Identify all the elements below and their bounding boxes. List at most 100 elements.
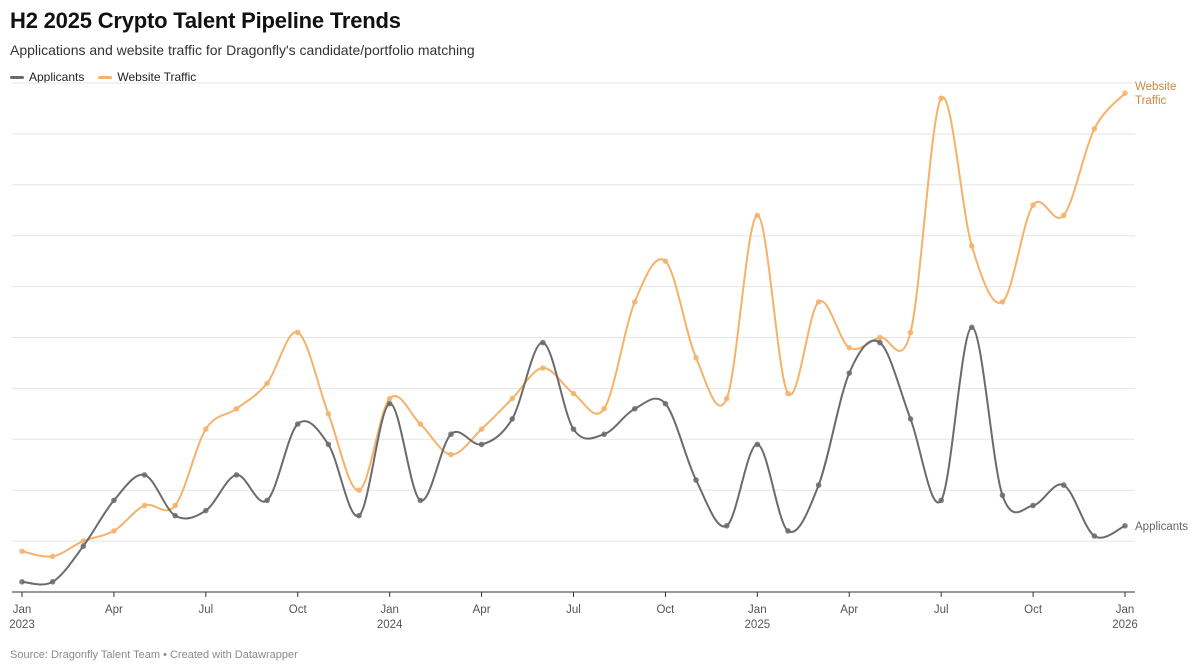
data-point-applicants: [417, 497, 424, 504]
data-point-website-traffic: [1030, 202, 1036, 208]
series-end-label-website-traffic: Traffic: [1135, 95, 1167, 107]
data-point-website-traffic: [938, 95, 944, 102]
x-tick-year-label: 2024: [377, 619, 403, 631]
data-point-applicants: [846, 370, 853, 376]
legend-item-website-traffic: Website Traffic: [98, 70, 196, 84]
x-tick-label: Apr: [473, 604, 491, 616]
data-point-website-traffic: [877, 334, 883, 341]
data-point-applicants: [631, 405, 638, 412]
series-line-applicants: [21, 326, 1126, 586]
x-tick-label: Jan: [380, 604, 399, 616]
data-point-website-traffic: [417, 421, 424, 427]
data-point-applicants: [877, 339, 883, 346]
data-point-website-traffic: [356, 487, 362, 494]
data-point-website-traffic: [325, 411, 332, 417]
data-point-applicants: [49, 579, 56, 585]
data-point-applicants: [907, 416, 914, 422]
x-tick-label: Oct: [289, 604, 308, 616]
x-tick-label: Apr: [105, 604, 123, 616]
data-point-website-traffic: [1091, 126, 1098, 132]
data-point-applicants: [785, 528, 791, 534]
data-point-website-traffic: [478, 426, 485, 432]
data-point-applicants: [509, 416, 516, 422]
data-point-website-traffic: [693, 355, 699, 361]
data-point-website-traffic: [754, 212, 761, 219]
data-point-applicants: [601, 431, 607, 438]
data-point-applicants: [203, 507, 209, 514]
data-point-applicants: [723, 523, 730, 529]
data-point-website-traffic: [815, 299, 822, 305]
data-point-website-traffic: [631, 299, 638, 305]
data-point-website-traffic: [662, 258, 669, 264]
x-tick-label: Jul: [198, 604, 213, 616]
data-point-applicants: [325, 441, 332, 448]
data-point-website-traffic: [570, 390, 577, 397]
data-point-website-traffic: [1060, 212, 1067, 219]
data-point-website-traffic: [141, 502, 148, 509]
data-point-applicants: [356, 512, 362, 519]
x-tick-label: Oct: [656, 604, 675, 616]
data-point-applicants: [478, 441, 485, 448]
data-point-applicants: [448, 431, 454, 438]
x-tick-label: Jul: [566, 604, 581, 616]
data-point-applicants: [111, 497, 117, 504]
data-point-website-traffic: [723, 395, 730, 402]
data-point-applicants: [754, 441, 761, 448]
data-point-applicants: [540, 339, 546, 346]
data-point-website-traffic: [19, 548, 25, 555]
data-point-applicants: [815, 482, 822, 488]
data-point-applicants: [233, 472, 240, 478]
x-tick-label: Oct: [1024, 604, 1043, 616]
data-point-website-traffic: [540, 365, 546, 371]
data-point-website-traffic: [386, 395, 393, 402]
legend-label-applicants: Applicants: [29, 70, 85, 84]
chart-subtitle: Applications and website traffic for Dra…: [10, 42, 475, 58]
data-point-website-traffic: [509, 395, 516, 402]
series-end-label-website-traffic: Website: [1135, 81, 1176, 93]
chart-title: H2 2025 Crypto Talent Pipeline Trends: [10, 8, 401, 33]
x-tick-label: Jan: [13, 604, 32, 616]
data-point-applicants: [386, 400, 393, 407]
data-point-website-traffic: [785, 390, 791, 397]
data-point-applicants: [172, 512, 178, 519]
data-point-website-traffic: [233, 405, 240, 412]
data-point-applicants: [570, 426, 577, 432]
data-point-applicants: [294, 421, 301, 427]
series-line-website-traffic: [21, 92, 1126, 558]
legend-item-applicants: Applicants: [10, 70, 84, 84]
data-point-applicants: [938, 497, 944, 504]
data-point-applicants: [1122, 523, 1128, 529]
data-point-applicants: [999, 492, 1006, 499]
legend-swatch-website-traffic: [98, 75, 113, 79]
data-point-website-traffic: [601, 405, 607, 412]
data-point-applicants: [141, 472, 148, 478]
data-point-website-traffic: [1122, 90, 1128, 96]
data-point-website-traffic: [448, 451, 454, 458]
x-tick-year-label: 2025: [745, 619, 771, 631]
data-point-website-traffic: [999, 299, 1006, 305]
x-tick-label: Jan: [748, 604, 767, 616]
data-point-website-traffic: [907, 329, 914, 336]
data-point-applicants: [969, 324, 975, 331]
data-point-website-traffic: [172, 502, 178, 509]
data-point-applicants: [80, 543, 87, 549]
x-tick-label: Apr: [840, 604, 858, 616]
data-point-applicants: [1091, 533, 1098, 539]
data-point-applicants: [264, 497, 270, 504]
x-tick-label: Jul: [934, 604, 949, 616]
data-point-website-traffic: [846, 344, 853, 351]
data-point-applicants: [19, 579, 25, 585]
data-point-website-traffic: [264, 380, 270, 387]
legend-label-website-traffic: Website Traffic: [117, 70, 197, 84]
x-tick-year-label: 2023: [9, 619, 35, 631]
legend-swatch-applicants: [10, 75, 24, 79]
data-point-website-traffic: [294, 329, 301, 336]
data-point-applicants: [693, 477, 699, 483]
data-point-applicants: [1060, 482, 1067, 488]
source-note: Source: Dragonfly Talent Team • Created …: [10, 649, 298, 661]
data-point-website-traffic: [111, 528, 117, 534]
data-point-applicants: [1030, 502, 1036, 509]
data-point-website-traffic: [203, 426, 209, 432]
x-tick-year-label: 2026: [1112, 619, 1138, 631]
